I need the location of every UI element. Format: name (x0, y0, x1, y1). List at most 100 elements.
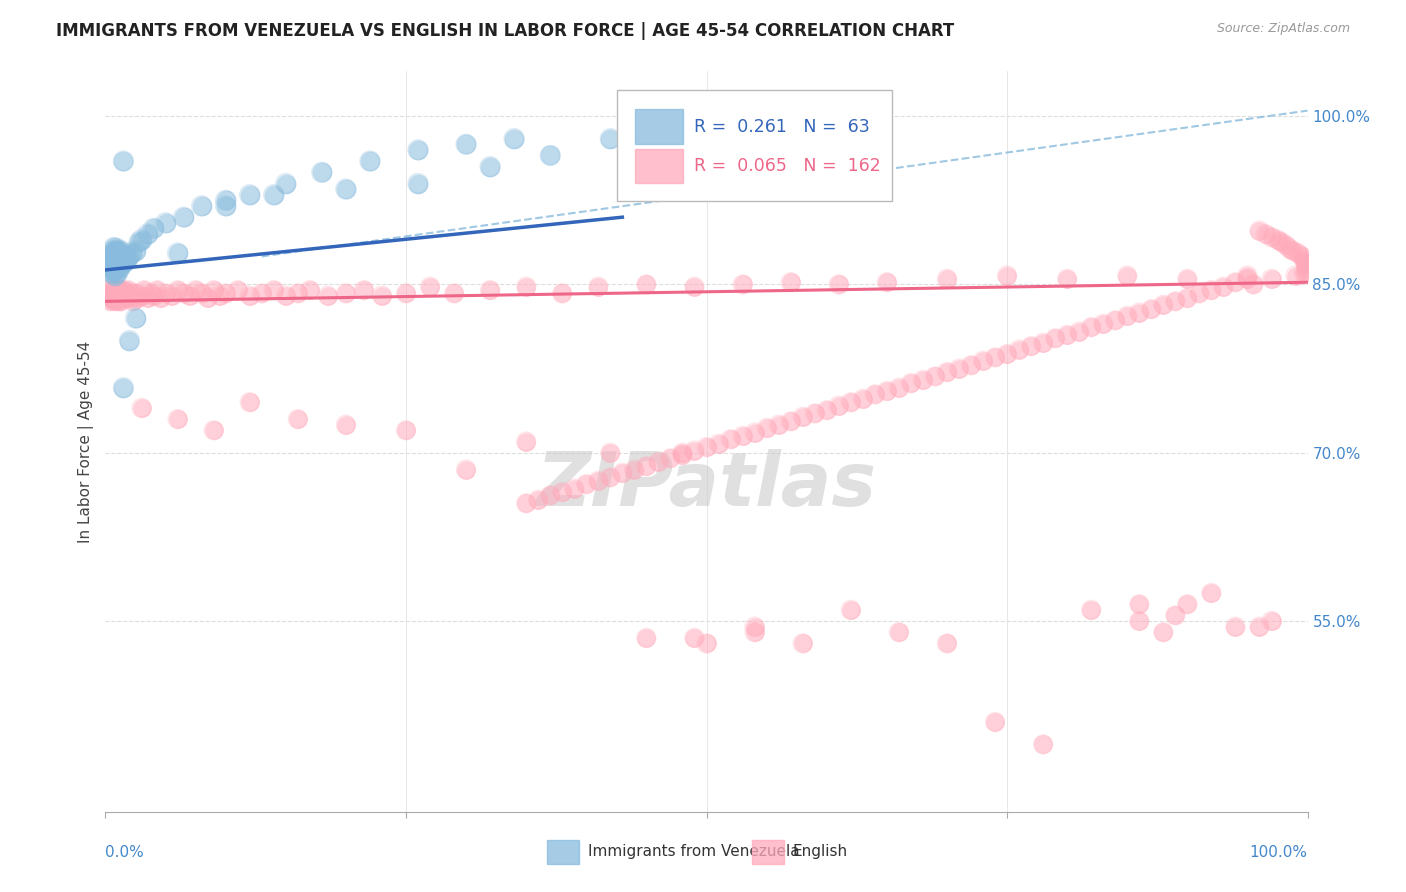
Point (792, 409, 814, 424)
Point (118, 289, 141, 303)
Point (1295, 264, 1317, 278)
Point (121, 246, 143, 260)
Point (551, 286, 574, 301)
Point (112, 381, 135, 395)
Point (115, 286, 138, 301)
Point (112, 291, 135, 305)
Point (936, 272, 959, 286)
Point (131, 289, 153, 303)
Point (110, 283, 132, 297)
Point (995, 347, 1018, 361)
Point (114, 255, 136, 269)
Point (395, 423, 418, 437)
Point (127, 291, 149, 305)
Point (454, 462, 477, 476)
Point (214, 194, 236, 208)
Point (101, 293, 124, 308)
Point (671, 446, 693, 460)
Point (100, 266, 122, 280)
Point (1236, 268, 1258, 283)
Point (1152, 298, 1174, 312)
Point (731, 429, 754, 443)
Point (1236, 272, 1258, 286)
Point (683, 631, 706, 645)
Point (131, 289, 153, 303)
Text: IMMIGRANTS FROM VENEZUELA VS ENGLISH IN LABOR FORCE | AGE 45-54 CORRELATION CHAR: IMMIGRANTS FROM VENEZUELA VS ENGLISH IN … (56, 22, 955, 40)
Point (124, 311, 146, 326)
Point (1201, 586, 1223, 600)
Point (98, 250, 121, 264)
Point (274, 177, 297, 191)
Point (111, 289, 134, 303)
Point (1284, 268, 1306, 283)
Point (1056, 328, 1078, 343)
Point (184, 283, 207, 297)
Point (100, 257, 122, 271)
Point (287, 412, 309, 426)
Point (1212, 279, 1234, 293)
Point (828, 399, 851, 413)
Point (173, 286, 195, 301)
Point (612, 466, 634, 480)
Point (647, 455, 669, 469)
Point (960, 358, 983, 372)
Point (1032, 738, 1054, 752)
Point (208, 289, 231, 303)
Point (335, 182, 357, 196)
Point (1295, 260, 1317, 275)
Point (479, 283, 502, 297)
Point (1140, 302, 1163, 317)
Point (263, 187, 285, 202)
Point (1104, 313, 1126, 327)
Point (353, 283, 375, 297)
Point (107, 255, 129, 269)
Point (98, 289, 121, 303)
Point (110, 294, 132, 309)
Point (1225, 275, 1247, 289)
Point (103, 250, 125, 264)
Point (696, 440, 718, 454)
Point (214, 286, 236, 301)
Point (1275, 238, 1298, 252)
Point (353, 283, 375, 297)
Point (1260, 230, 1282, 244)
Point (744, 619, 766, 633)
Point (1032, 335, 1054, 350)
Point (107, 289, 129, 303)
Point (768, 417, 790, 432)
Point (863, 387, 886, 401)
Point (118, 250, 141, 264)
Point (110, 255, 132, 269)
Point (214, 286, 236, 301)
Point (683, 443, 706, 458)
Point (1260, 272, 1282, 286)
Point (107, 257, 129, 271)
Point (1284, 268, 1306, 283)
Point (779, 414, 801, 428)
Point (359, 154, 381, 169)
Point (166, 412, 188, 426)
Point (779, 275, 801, 289)
Point (101, 246, 124, 260)
Point (803, 407, 825, 421)
Point (105, 289, 128, 303)
Point (105, 260, 128, 275)
Point (112, 154, 135, 169)
Point (110, 244, 132, 258)
Point (107, 291, 129, 305)
Point (117, 283, 139, 297)
Point (815, 403, 838, 417)
Point (124, 286, 146, 301)
Point (101, 279, 124, 293)
Point (110, 255, 132, 269)
Point (104, 268, 127, 283)
Point (659, 451, 682, 466)
Point (105, 252, 128, 267)
Point (671, 448, 693, 462)
Point (131, 233, 153, 247)
Point (263, 283, 285, 297)
Point (1069, 325, 1091, 339)
Point (98, 289, 121, 303)
Point (104, 286, 127, 301)
Point (443, 286, 465, 301)
